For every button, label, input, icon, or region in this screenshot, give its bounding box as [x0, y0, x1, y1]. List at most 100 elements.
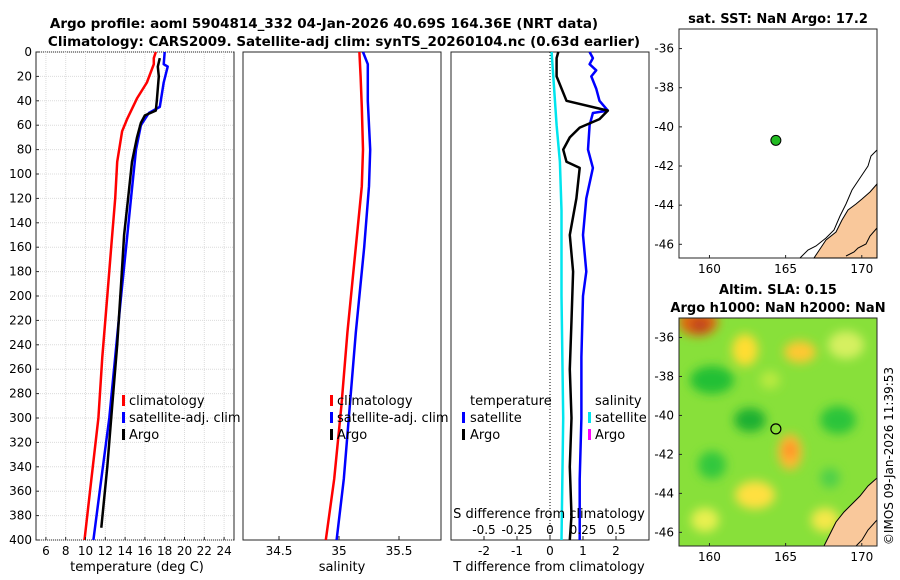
ytick-label: -36 [654, 330, 674, 344]
xtick-label: -1 [511, 544, 523, 558]
ytick-label: 20 [17, 69, 32, 83]
legend-swatch-s-satellite [588, 412, 591, 423]
ytick-label: -38 [654, 369, 674, 383]
ytick-label: 300 [9, 411, 32, 425]
argo-location-marker [770, 134, 782, 146]
temperature-panel: 0 20 40 60 80 100 120 140 160 180 200 220 240 260 280 3… [9, 45, 241, 575]
xtick-label: 18 [157, 544, 172, 558]
difference-legend-salinity: salinity satellite Argo [588, 394, 647, 443]
ytick-label: 200 [9, 289, 32, 303]
xtick-label: 16 [137, 544, 152, 558]
xtick-label: 165 [774, 550, 797, 564]
sla-anomaly [734, 408, 766, 432]
difference-xlabel: T difference from climatology [452, 560, 645, 575]
xtick-label: 1 [579, 544, 587, 558]
legend-temperature-title: temperature [470, 394, 552, 409]
legend-s-satellite: satellite [595, 411, 647, 426]
sla-anomaly [760, 371, 780, 389]
ytick-label: 320 [9, 435, 32, 449]
ytick-label: -42 [654, 159, 674, 173]
xtick2-label: 0.5 [606, 523, 625, 537]
ytick-label: -44 [654, 486, 674, 500]
xtick-label: 170 [850, 262, 873, 276]
ytick-label: 280 [9, 387, 32, 401]
ytick-label: -40 [654, 408, 674, 422]
xtick-label: 35 [331, 544, 346, 558]
ytick-label: 60 [17, 118, 32, 132]
xtick-label: 35.5 [386, 544, 413, 558]
legend-climatology: climatology [129, 394, 205, 409]
sla-anomaly [828, 331, 864, 359]
ytick-label: 100 [9, 167, 32, 181]
xtick-label: 34.5 [266, 544, 293, 558]
ytick-label: -46 [654, 237, 674, 251]
coastline [845, 227, 878, 257]
xtick-label: 2 [612, 544, 620, 558]
xtick-label: 160 [698, 550, 721, 564]
difference-panel: -2 -1 0 1 2 temperature satellite Argo salin… [450, 51, 650, 575]
legend-swatch-argo [330, 429, 333, 440]
legend-salinity-title: salinity [595, 394, 642, 409]
land [823, 477, 877, 546]
salinity-axes [242, 51, 442, 541]
ytick-label: -36 [654, 42, 674, 56]
footer-timestamp: ©IMOS 09-Jan-2026 11:39:53 [882, 367, 896, 545]
xtick-label: 170 [850, 550, 873, 564]
legend-climatology: climatology [337, 394, 413, 409]
series-line-clim [324, 51, 365, 541]
figure-title-line2: Climatology: CARS2009. Satellite-adj cli… [48, 34, 640, 50]
salinity-xlabel: salinity [319, 560, 366, 575]
sla-anomaly [811, 508, 839, 532]
sst-map-panel: sat. SST: NaN Argo: 17.2 160 165 170 -36 -38… [654, 12, 878, 276]
legend-swatch-climatology [330, 395, 333, 406]
xtick-label: 14 [117, 544, 132, 558]
land [813, 182, 878, 259]
sla-map-axes [678, 317, 878, 547]
ytick-label: 140 [9, 216, 32, 230]
salinity-panel: 34.5 35 35.5 climatology satellite-adj. cl… [242, 51, 449, 575]
xtick-label: 160 [698, 262, 721, 276]
ytick-label: 80 [17, 143, 32, 157]
sla-anomaly [820, 468, 840, 488]
legend-swatch-satellite [330, 412, 333, 423]
xtick-label: 24 [216, 544, 231, 558]
ytick-label: -44 [654, 198, 674, 212]
ytick-label: 340 [9, 460, 32, 474]
legend-satellite: satellite-adj. clim [337, 411, 449, 426]
xtick2-label: 0.25 [570, 523, 597, 537]
ytick-label: 0 [24, 45, 32, 59]
series-line-sat [335, 51, 372, 541]
argo-location-marker [770, 423, 782, 435]
legend-swatch-t-argo [462, 429, 465, 440]
series-line-argo [555, 51, 610, 541]
legend-argo: Argo [129, 428, 159, 443]
temperature-legend: climatology satellite-adj. clim Argo [122, 394, 241, 443]
xtick-label: 20 [177, 544, 192, 558]
ytick-label: 380 [9, 509, 32, 523]
legend-swatch-climatology [122, 395, 125, 406]
series-line-sat [578, 51, 610, 540]
difference-legend-temperature: temperature satellite Argo [462, 394, 552, 443]
ytick-label: 180 [9, 265, 32, 279]
xtick-label: 10 [78, 544, 93, 558]
coastline [799, 149, 878, 259]
ytick-label: -46 [654, 525, 674, 539]
ytick-label: 120 [9, 191, 32, 205]
sla-anomaly [698, 451, 726, 479]
series-line-sat_s [550, 51, 565, 541]
legend-swatch-t-satellite [462, 412, 465, 423]
sla-field [679, 318, 864, 532]
series-line-clim [83, 51, 157, 541]
xtick-label: 8 [62, 544, 70, 558]
ytick-label: 260 [9, 362, 32, 376]
coastline [855, 519, 877, 546]
xtick-label: 165 [774, 262, 797, 276]
sla-anomaly [820, 406, 856, 434]
sla-map-title-line2: Argo h1000: NaN h2000: NaN [670, 301, 885, 316]
temperature-xlabel: temperature (deg C) [70, 560, 204, 575]
legend-t-argo: Argo [470, 428, 500, 443]
xtick2-label: -0.25 [501, 523, 532, 537]
legend-satellite: satellite-adj. clim [129, 411, 241, 426]
ytick-label: -42 [654, 447, 674, 461]
